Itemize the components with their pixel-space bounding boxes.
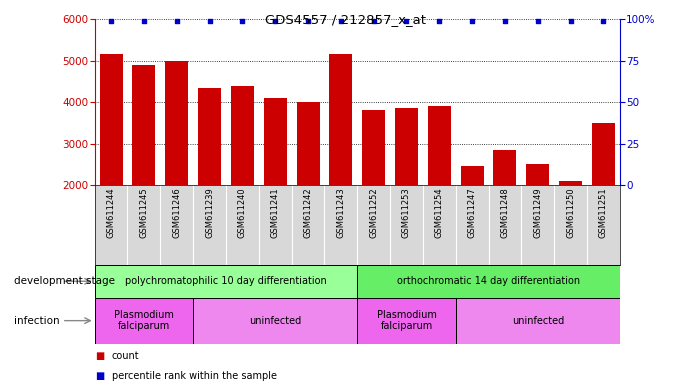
Point (565, 18, 576, 24)
Bar (198, 88, 221, 185)
Bar (428, 106, 451, 185)
Point (532, 18, 543, 24)
Text: GSM611245: GSM611245 (140, 187, 149, 238)
Bar (95, 298, 193, 344)
Text: GSM611241: GSM611241 (271, 187, 280, 238)
Bar (455, 298, 620, 344)
Text: GSM611251: GSM611251 (599, 187, 608, 238)
Text: ■: ■ (95, 371, 104, 381)
Bar (461, 166, 484, 185)
Text: GSM611242: GSM611242 (303, 187, 312, 238)
Point (401, 18, 412, 24)
Text: Plasmodium
falciparum: Plasmodium falciparum (377, 310, 437, 331)
Bar (592, 123, 615, 185)
Bar (165, 61, 188, 185)
Bar (100, 55, 122, 185)
Bar (493, 150, 516, 185)
Point (204, 18, 215, 24)
Text: GSM611248: GSM611248 (500, 187, 509, 238)
Bar (330, 55, 352, 185)
Text: percentile rank within the sample: percentile rank within the sample (112, 371, 277, 381)
Text: GDS4557 / 212857_x_at: GDS4557 / 212857_x_at (265, 13, 426, 26)
Bar (95, 265, 357, 298)
Point (171, 18, 182, 24)
Text: GSM611246: GSM611246 (172, 187, 181, 238)
Text: GSM611243: GSM611243 (337, 187, 346, 238)
Point (237, 18, 248, 24)
Text: infection: infection (14, 316, 59, 326)
Point (598, 18, 609, 24)
Text: GSM611239: GSM611239 (205, 187, 214, 238)
Point (138, 18, 149, 24)
Point (106, 18, 117, 24)
Text: orthochromatic 14 day differentiation: orthochromatic 14 day differentiation (397, 276, 580, 286)
Text: GSM611249: GSM611249 (533, 187, 542, 238)
Point (500, 18, 511, 24)
Text: GSM611250: GSM611250 (566, 187, 575, 238)
Text: Plasmodium
falciparum: Plasmodium falciparum (114, 310, 174, 331)
Text: GSM611247: GSM611247 (468, 187, 477, 238)
Text: polychromatophilic 10 day differentiation: polychromatophilic 10 day differentiatio… (125, 276, 327, 286)
Text: GSM611252: GSM611252 (369, 187, 378, 238)
Bar (133, 65, 155, 185)
Point (466, 18, 477, 24)
Bar (527, 164, 549, 185)
Text: GSM611240: GSM611240 (238, 187, 247, 238)
Text: development stage: development stage (14, 276, 115, 286)
Point (335, 18, 346, 24)
Bar (395, 108, 418, 185)
Bar (296, 102, 319, 185)
Text: uninfected: uninfected (511, 316, 564, 326)
Bar (231, 86, 254, 185)
Point (303, 18, 314, 24)
Bar (362, 111, 385, 185)
Bar (264, 98, 287, 185)
Bar (357, 298, 455, 344)
Bar (357, 265, 620, 298)
Text: uninfected: uninfected (249, 316, 301, 326)
Text: GSM611254: GSM611254 (435, 187, 444, 238)
Text: GSM611253: GSM611253 (402, 187, 411, 238)
Point (368, 18, 379, 24)
Text: ■: ■ (95, 351, 104, 361)
Bar (559, 181, 582, 185)
Bar (193, 298, 357, 344)
Point (269, 18, 281, 24)
Text: count: count (112, 351, 140, 361)
Point (434, 18, 445, 24)
Text: GSM611244: GSM611244 (106, 187, 115, 238)
